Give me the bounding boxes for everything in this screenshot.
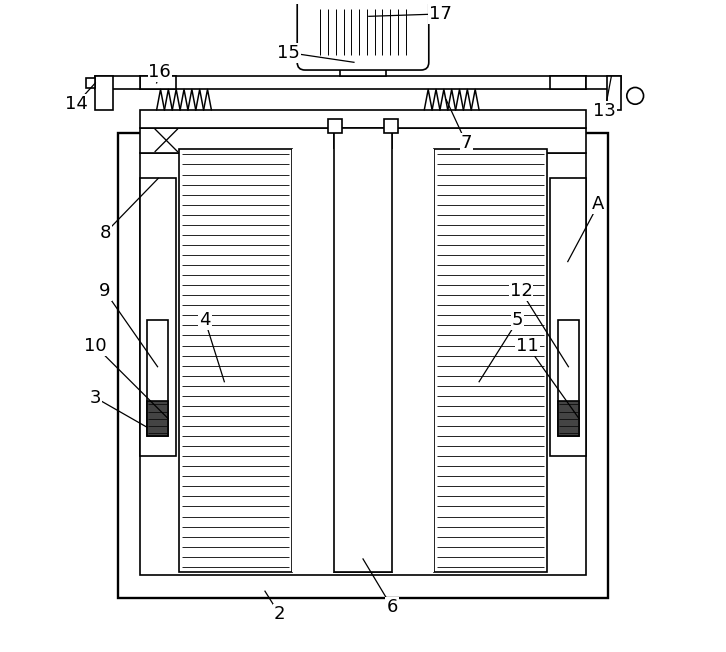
- Bar: [558, 401, 579, 436]
- Text: 11: 11: [516, 337, 539, 355]
- Text: 5: 5: [512, 311, 523, 329]
- Text: 4: 4: [199, 311, 211, 329]
- Bar: [585, 76, 621, 89]
- Bar: [147, 320, 168, 436]
- Bar: [141, 110, 585, 128]
- Bar: [327, 119, 342, 133]
- Bar: [434, 149, 547, 572]
- Text: 2: 2: [274, 605, 285, 623]
- Text: 3: 3: [89, 389, 101, 407]
- Bar: [141, 179, 176, 456]
- Text: 6: 6: [386, 599, 398, 616]
- Text: 14: 14: [65, 95, 87, 113]
- FancyBboxPatch shape: [297, 0, 429, 70]
- Bar: [141, 153, 585, 575]
- Text: 12: 12: [510, 282, 532, 301]
- Bar: [95, 76, 113, 110]
- Bar: [141, 76, 585, 89]
- Bar: [118, 133, 608, 598]
- Text: 9: 9: [99, 282, 111, 301]
- Text: A: A: [592, 195, 605, 213]
- Bar: [147, 401, 168, 436]
- Text: 7: 7: [460, 134, 472, 152]
- Text: 16: 16: [148, 63, 171, 81]
- Bar: [550, 76, 585, 89]
- Bar: [550, 179, 585, 456]
- Text: 15: 15: [277, 44, 301, 62]
- Bar: [340, 63, 386, 76]
- Bar: [179, 149, 292, 572]
- Text: 10: 10: [84, 337, 107, 355]
- Bar: [86, 78, 95, 88]
- Text: 8: 8: [99, 224, 110, 242]
- Bar: [608, 76, 621, 110]
- Bar: [95, 76, 141, 89]
- Bar: [141, 76, 176, 89]
- Bar: [334, 128, 392, 572]
- Bar: [292, 149, 434, 572]
- Bar: [141, 128, 585, 153]
- Text: 13: 13: [593, 102, 616, 120]
- Bar: [334, 128, 392, 572]
- Text: 17: 17: [429, 5, 452, 23]
- Bar: [384, 119, 399, 133]
- Bar: [558, 320, 579, 436]
